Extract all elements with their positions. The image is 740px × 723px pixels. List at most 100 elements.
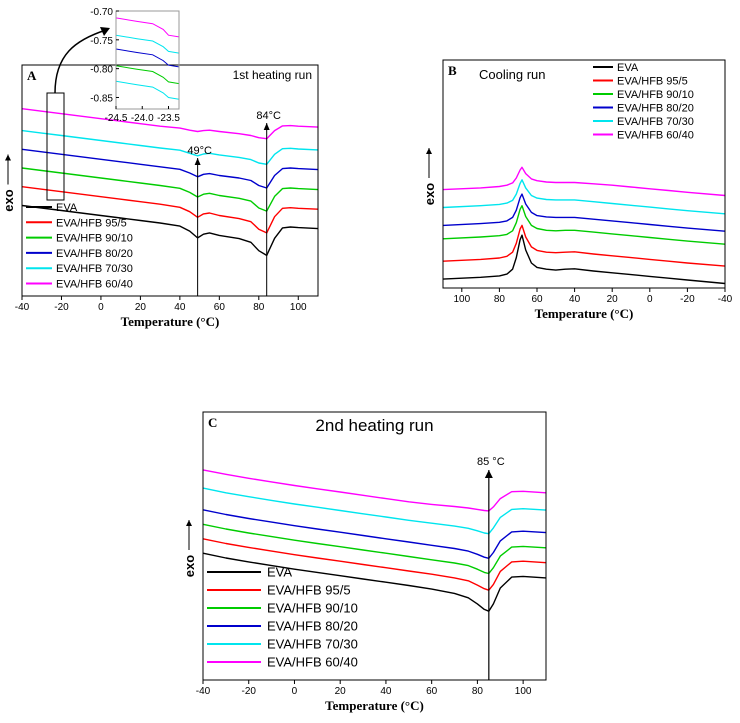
panel-a: -40 -20 0 20 40 60 80 100 Temperature (°C) exo EVA…	[1, 7, 319, 329]
x-tick-label-a: 0	[98, 302, 104, 313]
panel-tag-a: A	[27, 68, 37, 83]
series-line-b-1	[442, 224, 726, 267]
series-line-c-2	[202, 523, 547, 575]
x-tick-label-a: 80	[253, 302, 265, 313]
panel-title-b: Cooling run	[479, 67, 546, 82]
panel-title-a: 1st heating run	[233, 68, 312, 82]
x-tick-label-b: 60	[531, 294, 543, 305]
inset-frame	[115, 10, 180, 110]
x-axis-title-b: Temperature (°C)	[535, 306, 634, 321]
x-tick-label-b: 80	[494, 294, 506, 305]
series-line-a-5	[21, 108, 319, 140]
series-line-a-4	[21, 129, 319, 166]
legend-label-a-0: EVA	[56, 202, 78, 214]
x-axis-title-c: Temperature (°C)	[325, 698, 424, 713]
legend-label-c-4: EVA/HFB 70/30	[267, 637, 358, 652]
legend-label-a-2: EVA/HFB 90/10	[56, 233, 133, 245]
inset-series-line-3	[115, 65, 180, 85]
x-tick-label-c: -40	[196, 686, 211, 697]
inset-x-tick-label: -24.0	[131, 113, 154, 124]
annotation-arrowhead-a-1	[263, 123, 270, 130]
legend-label-b-1: EVA/HFB 95/5	[617, 75, 688, 87]
y-axis-title-c: exo	[182, 555, 197, 577]
legend-label-a-5: EVA/HFB 60/40	[56, 278, 133, 290]
legend-label-a-4: EVA/HFB 70/30	[56, 263, 133, 275]
zoom-region-box	[46, 92, 65, 201]
x-tick-label-b: 20	[607, 294, 619, 305]
x-tick-label-c: 100	[515, 686, 532, 697]
panel-c: -40 -20 0 20 40 60 80 100 Temperature (°C) exo EVA…	[182, 411, 547, 713]
plot-frame-b	[442, 59, 726, 289]
zoom-arrow	[54, 29, 107, 94]
series-line-c-1	[202, 538, 547, 591]
legend-label-a-3: EVA/HFB 80/20	[56, 248, 133, 260]
series-line-b-2	[442, 204, 726, 245]
legend-label-c-3: EVA/HFB 80/20	[267, 619, 358, 634]
panel-tag-b: B	[448, 63, 457, 78]
series-line-b-0	[442, 234, 726, 285]
legend-label-b-3: EVA/HFB 80/20	[617, 102, 694, 114]
x-tick-label-b: -40	[718, 294, 733, 305]
legend-label-a-1: EVA/HFB 95/5	[56, 217, 127, 229]
x-tick-label-a: 100	[290, 302, 307, 313]
inset-plot: -0.70 -0.75 -0.80 -0.85 -24.5 -24.0 -23.5	[90, 7, 180, 124]
exo-arrow-head-a	[5, 154, 11, 161]
x-tick-label-c: 80	[472, 686, 484, 697]
x-tick-label-c: 40	[380, 686, 392, 697]
series-line-b-3	[442, 193, 726, 232]
x-tick-label-c: -20	[242, 686, 257, 697]
legend-label-c-0: EVA	[267, 565, 292, 580]
annotation-label-a-0: 49°C	[187, 145, 212, 157]
series-line-a-0	[21, 204, 319, 257]
inset-x-tick-label: -24.5	[105, 113, 128, 124]
series-line-c-5	[202, 469, 547, 512]
x-axis-title-a: Temperature (°C)	[121, 314, 220, 329]
x-tick-label-c: 20	[335, 686, 347, 697]
panel-tag-c: C	[208, 415, 217, 430]
inset-y-tick-label: -0.70	[90, 7, 113, 18]
legend-label-b-0: EVA	[617, 62, 639, 74]
inset-series-line-2	[115, 48, 180, 68]
inset-x-tick-label: -23.5	[157, 113, 180, 124]
panel-b: 100 80 60 40 20 0 -20 -40 Temperature (°C) exo EVA…	[422, 59, 733, 321]
x-tick-label-c: 0	[292, 686, 298, 697]
x-tick-label-a: 60	[214, 302, 226, 313]
y-axis-title-a: exo	[1, 189, 16, 211]
annotation-arrowhead-c	[484, 470, 493, 478]
x-tick-label-b: 40	[569, 294, 581, 305]
series-line-a-3	[21, 148, 319, 189]
x-tick-label-a: 40	[174, 302, 186, 313]
annotation-label-a-1: 84°C	[256, 110, 281, 122]
x-tick-label-b: -20	[680, 294, 695, 305]
x-tick-label-c: 60	[426, 686, 438, 697]
exo-arrow-head-b	[426, 148, 432, 154]
legend-label-c-2: EVA/HFB 90/10	[267, 601, 358, 616]
series-line-c-4	[202, 487, 547, 535]
inset-series-line-4	[115, 80, 180, 100]
annotation-arrowhead-a-0	[194, 158, 201, 165]
x-tick-label-b: 0	[647, 294, 653, 305]
x-tick-label-a: 20	[135, 302, 147, 313]
inset-y-tick-label: -0.80	[90, 65, 113, 76]
series-line-b-4	[442, 179, 726, 215]
legend-label-c-5: EVA/HFB 60/40	[267, 655, 358, 670]
panel-title-c: 2nd heating run	[315, 416, 433, 435]
y-axis-title-b: exo	[422, 183, 437, 205]
legend-label-b-4: EVA/HFB 70/30	[617, 116, 694, 128]
x-tick-label-a: -20	[54, 302, 69, 313]
inset-series-line-1	[115, 34, 180, 54]
legend-label-b-2: EVA/HFB 90/10	[617, 89, 694, 101]
legend-label-b-5: EVA/HFB 60/40	[617, 129, 694, 141]
inset-y-tick-label: -0.75	[90, 36, 113, 47]
plot-frame-a	[21, 64, 319, 297]
series-line-c-0	[202, 552, 547, 612]
annotation-label-c: 85 °C	[477, 456, 505, 468]
plot-frame-c	[202, 411, 547, 681]
series-line-a-1	[21, 186, 319, 234]
inset-series-line-0	[115, 17, 180, 38]
x-tick-label-b: 100	[453, 294, 470, 305]
series-line-b-5	[442, 166, 726, 197]
series-line-c-3	[202, 509, 547, 559]
exo-arrow-head-c	[186, 520, 192, 526]
